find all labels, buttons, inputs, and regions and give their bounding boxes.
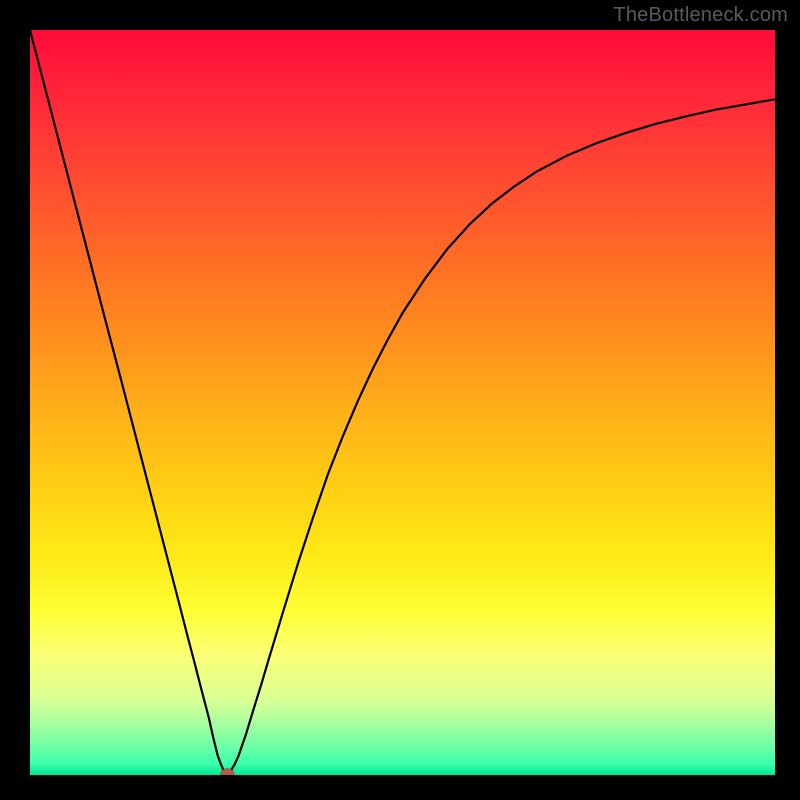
chart-svg [30, 30, 775, 775]
watermark-text: TheBottleneck.com [613, 4, 788, 27]
chart-plot-area [30, 30, 775, 775]
chart-background [30, 30, 775, 775]
